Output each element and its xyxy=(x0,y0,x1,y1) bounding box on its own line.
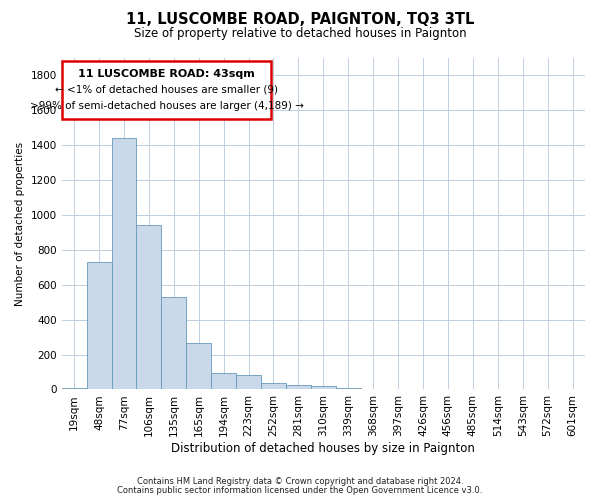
Bar xyxy=(211,373,236,390)
Bar xyxy=(261,384,286,390)
Text: Size of property relative to detached houses in Paignton: Size of property relative to detached ho… xyxy=(134,28,466,40)
Text: >99% of semi-detached houses are larger (4,189) →: >99% of semi-detached houses are larger … xyxy=(30,101,304,111)
Text: 11, LUSCOMBE ROAD, PAIGNTON, TQ3 3TL: 11, LUSCOMBE ROAD, PAIGNTON, TQ3 3TL xyxy=(126,12,474,28)
Bar xyxy=(510,388,535,390)
Bar xyxy=(410,388,436,390)
Bar xyxy=(186,343,211,390)
Bar xyxy=(361,388,386,390)
Bar xyxy=(62,61,271,119)
Bar xyxy=(485,388,510,390)
Bar xyxy=(161,297,186,390)
Bar xyxy=(112,138,136,390)
Text: 11 LUSCOMBE ROAD: 43sqm: 11 LUSCOMBE ROAD: 43sqm xyxy=(79,69,255,79)
Bar xyxy=(460,388,485,390)
Y-axis label: Number of detached properties: Number of detached properties xyxy=(15,142,25,306)
Bar xyxy=(560,388,585,390)
Text: ← <1% of detached houses are smaller (9): ← <1% of detached houses are smaller (9) xyxy=(55,85,278,95)
X-axis label: Distribution of detached houses by size in Paignton: Distribution of detached houses by size … xyxy=(172,442,475,455)
Bar xyxy=(136,225,161,390)
Bar xyxy=(86,262,112,390)
Text: Contains public sector information licensed under the Open Government Licence v3: Contains public sector information licen… xyxy=(118,486,482,495)
Bar xyxy=(436,388,460,390)
Bar xyxy=(236,376,261,390)
Bar xyxy=(386,388,410,390)
Text: Contains HM Land Registry data © Crown copyright and database right 2024.: Contains HM Land Registry data © Crown c… xyxy=(137,477,463,486)
Bar xyxy=(62,388,86,390)
Bar xyxy=(336,388,361,390)
Bar xyxy=(535,388,560,390)
Bar xyxy=(286,385,311,390)
Bar xyxy=(311,386,336,390)
